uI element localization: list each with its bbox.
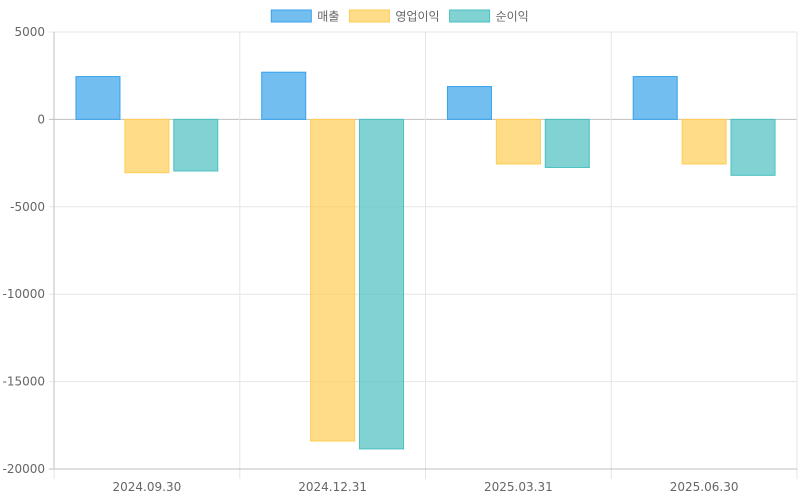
bar-net-profit-0[interactable] [173,118,219,172]
bar-operating-profit-2[interactable] [495,118,541,165]
legend-label[interactable]: 순이익 [496,10,529,24]
y-tick-label: -5000 [10,200,45,214]
legend-label[interactable]: 영업이익 [395,10,439,24]
y-tick-label: -10000 [2,287,45,301]
bar-net-profit-3[interactable] [730,118,776,176]
legend-label[interactable]: 매출 [317,10,339,24]
y-tick-label: -20000 [2,462,45,476]
bar-sales-2[interactable] [446,86,492,120]
x-tick-label: 2025.06.30 [670,480,739,494]
bar-net-profit-2[interactable] [544,118,590,168]
y-tick-label: -15000 [2,375,45,389]
y-tick-label: 5000 [14,25,45,39]
legend-swatch[interactable] [449,9,491,23]
bar-sales-0[interactable] [75,76,121,120]
bar-sales-3[interactable] [632,76,678,120]
x-tick-label: 2024.12.31 [298,480,367,494]
x-tick-label: 2025.03.31 [484,480,553,494]
y-tick-label: 0 [37,112,45,126]
bar-sales-1[interactable] [261,71,307,120]
x-tick-label: 2024.09.30 [113,480,182,494]
legend-swatch[interactable] [348,9,390,23]
bar-operating-profit-1[interactable] [310,118,356,442]
bar-net-profit-1[interactable] [359,118,405,450]
bar-operating-profit-3[interactable] [681,118,727,165]
bar-operating-profit-0[interactable] [124,118,170,174]
legend-swatch[interactable] [270,9,312,23]
